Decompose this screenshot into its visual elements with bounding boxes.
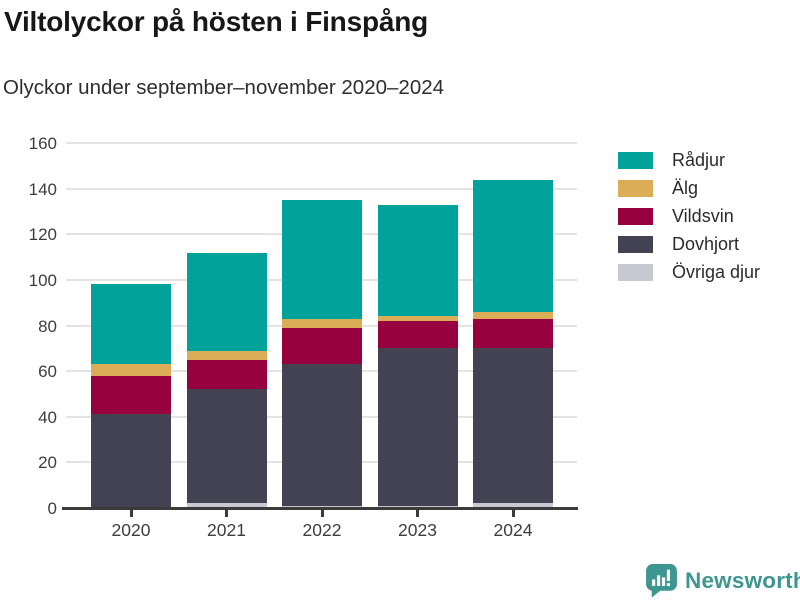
x-tick-2024 <box>511 510 515 517</box>
x-tick-label-2023: 2023 <box>398 520 437 540</box>
y-tick-label-140: 140 <box>28 179 57 199</box>
legend-label: Övriga djur <box>672 262 761 282</box>
y-tick-label-80: 80 <box>38 316 57 336</box>
x-tick-2021 <box>225 510 228 517</box>
legend-item--lg: Älg <box>618 178 760 198</box>
x-tick-2023 <box>416 510 419 517</box>
legend: Rådjur Älg Vildsvin Dovhjort Övriga djur <box>618 150 761 292</box>
bar-segment-2023-r-djur <box>377 204 458 317</box>
y-tick-label-0: 0 <box>47 499 57 518</box>
y-tick-label-160: 160 <box>28 134 57 153</box>
bar-segment-2024-dovhjort <box>473 348 553 504</box>
x-tick-label-2021: 2021 <box>207 520 246 540</box>
bar-segment-2022--lg <box>282 318 362 328</box>
y-tick-label-120: 120 <box>28 225 57 245</box>
y-tick-label-60: 60 <box>38 362 57 382</box>
bar-segment-2024-vildsvin <box>473 318 553 349</box>
bar-segment-2022--vriga-djur <box>282 505 362 508</box>
bar-segment-2020-vildsvin <box>91 375 171 415</box>
bar-segment-2024-r-djur <box>473 179 553 312</box>
page-title: Viltolyckor på hösten i Finspång <box>4 6 429 37</box>
x-tick-2020 <box>129 510 133 517</box>
bar-segment-2023--vriga-djur <box>377 505 458 508</box>
bar-segment-2024--lg <box>473 311 553 319</box>
legend-label: Rådjur <box>672 150 726 170</box>
bar-segment-2023-dovhjort <box>377 348 458 506</box>
legend-item-r-djur: Rådjur <box>618 150 760 170</box>
bar-segment-2021-vildsvin <box>186 359 267 390</box>
x-tick-label-2022: 2022 <box>302 520 342 540</box>
newsworthy-icon <box>646 564 677 598</box>
legend-item--vriga-djur: Övriga djur <box>618 262 761 282</box>
bar-segment-2024--vriga-djur <box>473 503 553 508</box>
bar-segment-2020-dovhjort <box>91 414 171 508</box>
x-axis-line <box>62 507 578 510</box>
bar-segment-2020-r-djur <box>91 284 171 365</box>
legend-label: Vildsvin <box>672 206 734 226</box>
gridline-y-140 <box>66 187 577 190</box>
y-tick-label-40: 40 <box>38 407 57 427</box>
brand-link[interactable]: Newsworthy <box>645 563 800 598</box>
legend-item-vildsvin: Vildsvin <box>618 206 760 226</box>
legend-swatch <box>618 180 653 197</box>
bar-segment-2021--vriga-djur <box>186 503 267 508</box>
x-tick-label-2020: 2020 <box>111 520 151 540</box>
bar-segment-2023--lg <box>377 316 458 321</box>
bar-segment-2023-vildsvin <box>377 320 458 349</box>
x-tick-2022 <box>320 510 324 517</box>
gridline-y-160 <box>66 142 577 144</box>
y-tick-label-100: 100 <box>28 270 57 290</box>
legend-swatch <box>618 152 653 169</box>
x-tick-label-2024: 2024 <box>493 520 533 540</box>
bar-segment-2021--lg <box>186 350 267 360</box>
bar-segment-2021-r-djur <box>186 252 267 351</box>
bar-segment-2022-vildsvin <box>282 327 362 365</box>
page-subtitle: Olyckor under september–november 2020–20… <box>3 76 445 99</box>
bar-segment-2020--lg <box>91 364 171 376</box>
bar-segment-2021-dovhjort <box>186 389 267 504</box>
bar-segment-2022-dovhjort <box>282 364 362 506</box>
brand-name: Newsworthy <box>685 567 800 593</box>
legend-item-dovhjort: Dovhjort <box>618 234 760 254</box>
legend-label: Älg <box>672 178 699 198</box>
legend-label: Dovhjort <box>672 234 740 254</box>
legend-swatch <box>618 208 653 225</box>
y-tick-label-20: 20 <box>38 453 57 473</box>
legend-swatch <box>618 236 653 253</box>
legend-swatch <box>618 264 653 281</box>
plot-area <box>66 142 577 508</box>
bar-segment-2022-r-djur <box>282 200 362 319</box>
